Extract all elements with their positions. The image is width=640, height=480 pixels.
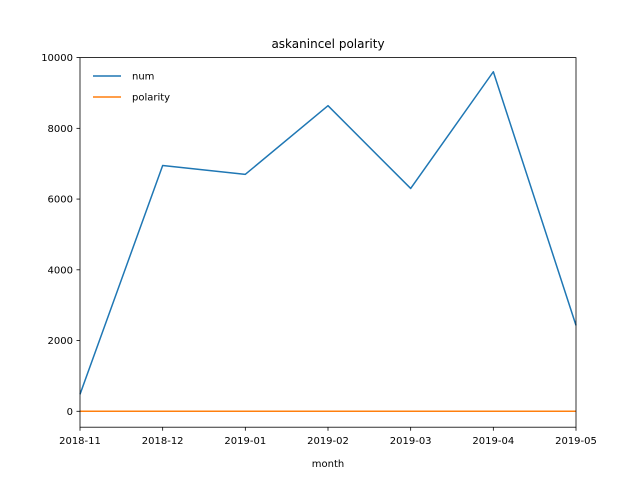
x-axis-title: month — [312, 459, 344, 470]
x-tick-label: 2019-04 — [472, 436, 514, 447]
x-tick-label: 2019-01 — [224, 436, 266, 447]
y-tick-label: 8000 — [48, 124, 73, 135]
x-tick-label: 2018-11 — [59, 436, 101, 447]
y-tick-label: 2000 — [48, 336, 73, 347]
x-tick-label: 2019-03 — [390, 436, 432, 447]
y-tick-label: 4000 — [48, 265, 73, 276]
x-tick-label: 2018-12 — [142, 436, 184, 447]
chart-title: askanincel polarity — [271, 37, 384, 51]
legend-label-num: num — [132, 72, 154, 83]
legend: num polarity — [93, 72, 170, 104]
legend-label-polarity: polarity — [132, 93, 170, 104]
plot-lines — [79, 71, 577, 413]
y-axis: 0 2000 4000 6000 8000 10000 — [41, 53, 80, 418]
plot-frame — [79, 57, 577, 428]
x-tick-label: 2019-05 — [555, 436, 597, 447]
x-axis: 2018-11 2018-12 2019-01 2019-02 2019-03 2019-… — [59, 427, 597, 447]
x-tick-label: 2019-02 — [307, 436, 349, 447]
series-line-num — [79, 71, 577, 395]
y-tick-label: 6000 — [48, 195, 73, 206]
y-tick-label: 0 — [67, 407, 73, 418]
y-tick-label: 10000 — [41, 53, 73, 64]
